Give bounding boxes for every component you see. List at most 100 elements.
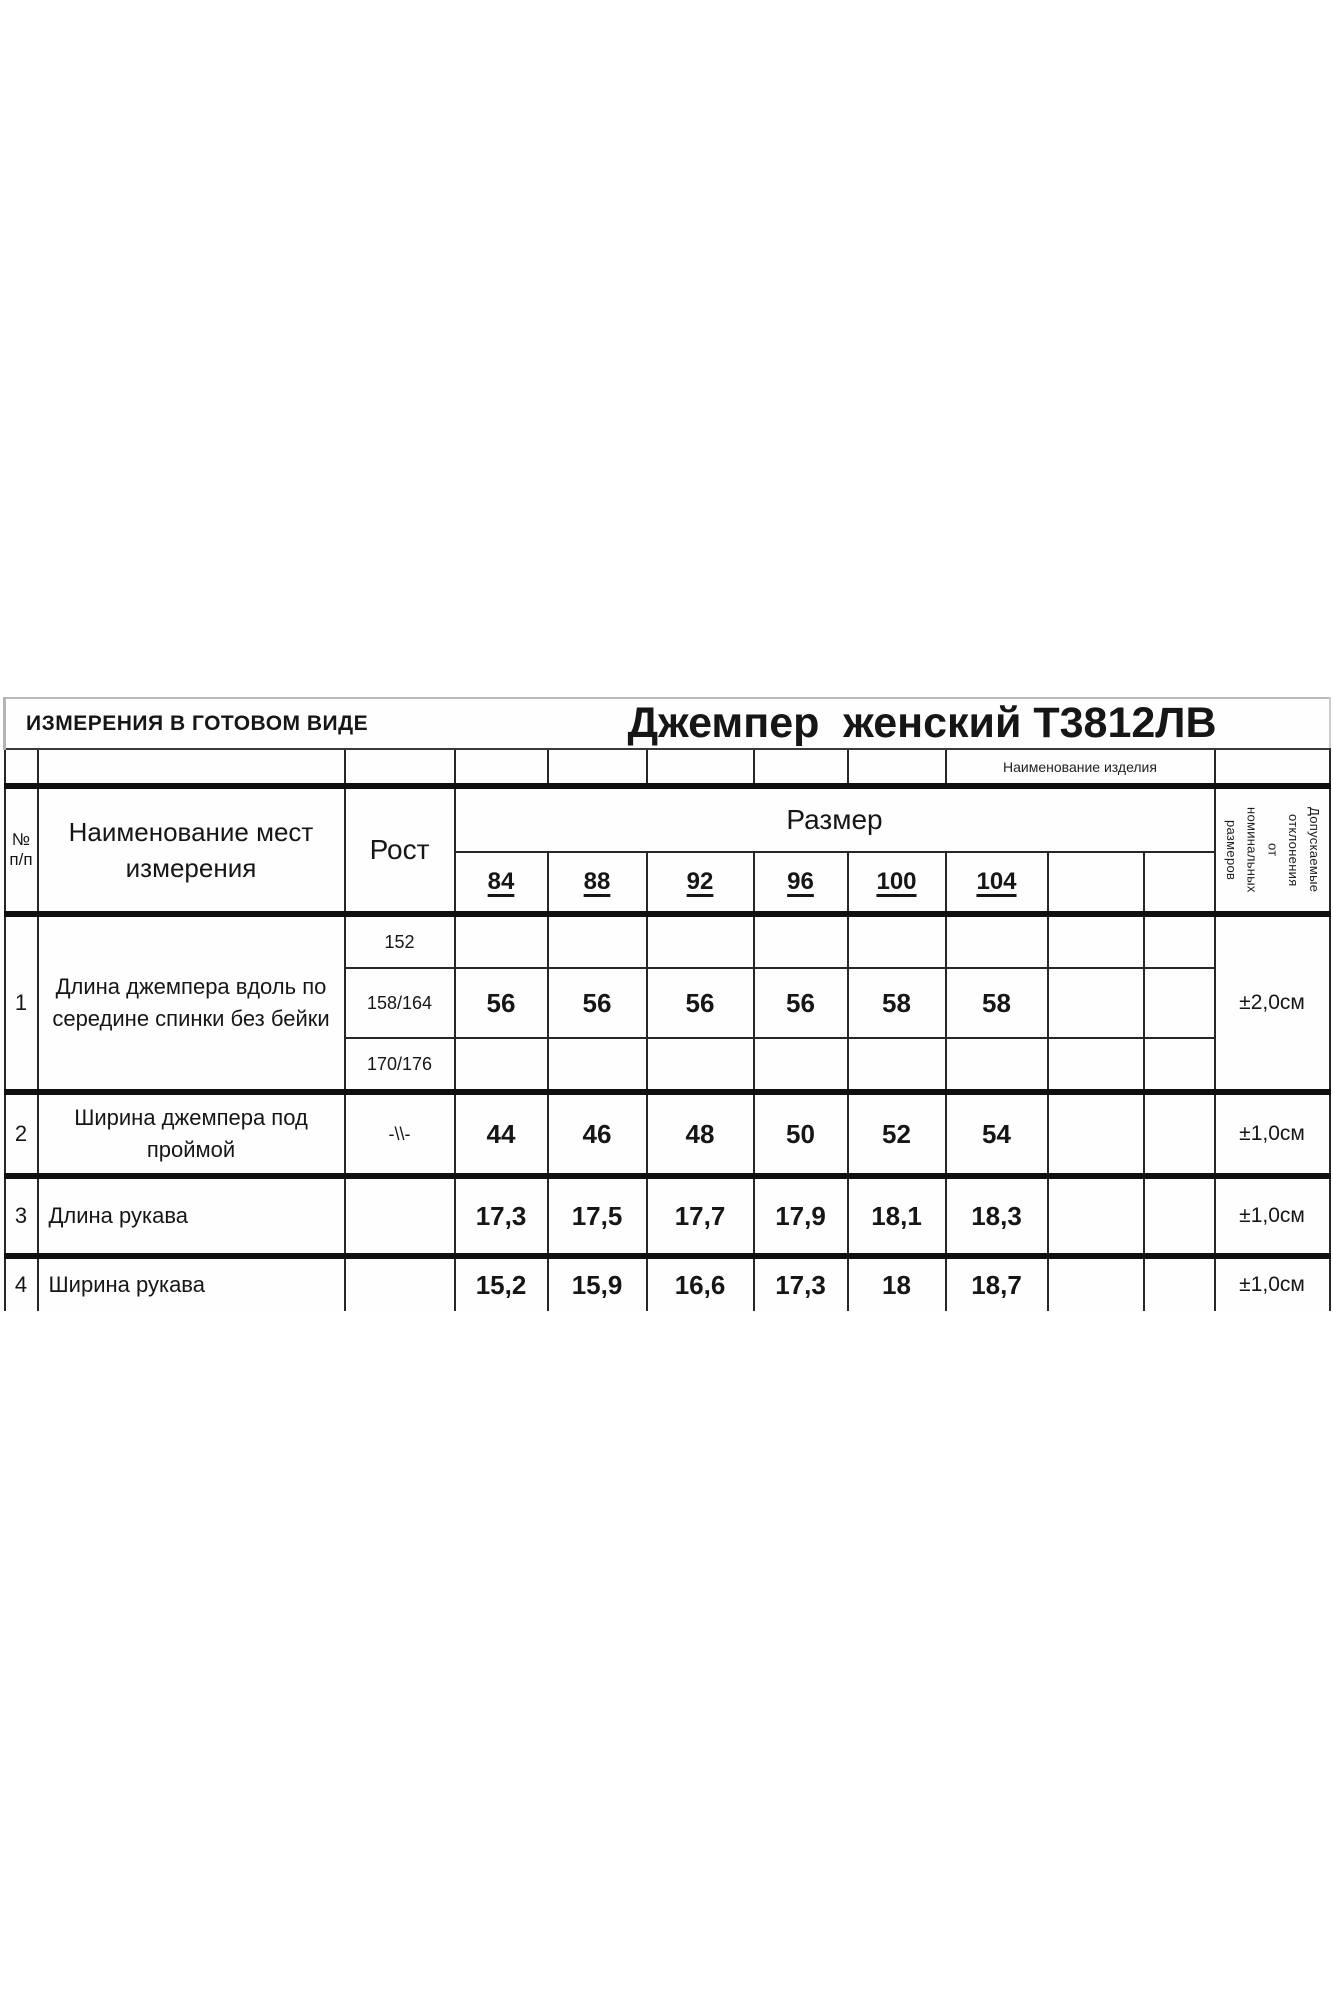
- value-cell: 15,9: [546, 1255, 648, 1311]
- value-cell: [453, 913, 549, 969]
- row-2: 2 Ширина джемпера под проймой -\\- 44 46…: [3, 1091, 1331, 1179]
- value-cell: 17,3: [752, 1255, 849, 1311]
- caption-cell-tolerance: [1213, 748, 1331, 789]
- caption-cell-places: [36, 748, 346, 789]
- caption-row: Наименование изделия: [3, 748, 1331, 789]
- value-cell: [1046, 967, 1145, 1039]
- size-col-header-empty-1: [1046, 851, 1145, 917]
- col-header-places: Наименование мест измерения: [36, 785, 346, 917]
- size-col-header-88: 88: [546, 851, 648, 917]
- row-1-sub-170-176: 170/176: [5, 1037, 1330, 1095]
- row-3-name: Длина рукава: [36, 1175, 346, 1259]
- row-1-rost-158-164: 158/164: [343, 967, 456, 1039]
- value-cell: [1046, 1037, 1145, 1095]
- caption-cell-no: [3, 748, 39, 789]
- row-2-name: Ширина джемпера под проймой: [36, 1091, 346, 1179]
- value-cell: [1142, 1037, 1216, 1095]
- row-3: 3 Длина рукава 17,3 17,5 17,7 17,9 18,1 …: [3, 1175, 1331, 1259]
- value-cell: 52: [846, 1091, 947, 1179]
- header-row-group: № п/п Наименование мест измерения Рост Р…: [3, 785, 1331, 917]
- caption-cell-88: [546, 748, 648, 789]
- caption-cell-100: [846, 748, 947, 789]
- size-label: 104: [976, 868, 1017, 895]
- value-cell: 54: [944, 1091, 1049, 1179]
- measurement-table: ИЗМЕРЕНИЯ В ГОТОВОМ ВИДЕ Джемпер женский…: [3, 697, 1331, 1311]
- row-3-rost: [343, 1175, 456, 1259]
- value-cell: 18,3: [944, 1175, 1049, 1259]
- size-col-header-empty-2: [1142, 851, 1216, 917]
- row-1-sub-152: 1 Длина джемпера вдоль по середине спинк…: [3, 913, 1331, 1095]
- col-header-tolerance: Допускаемые отклонения от номинальных ра…: [1213, 785, 1331, 917]
- value-cell: 46: [546, 1091, 648, 1179]
- value-cell: 58: [944, 967, 1049, 1039]
- size-col-header-92: 92: [645, 851, 755, 917]
- size-col-header-100: 100: [846, 851, 947, 917]
- size-label: 100: [876, 868, 917, 895]
- value-cell: [944, 913, 1049, 969]
- row-1-name: Длина джемпера вдоль по середине спинки …: [36, 913, 346, 1095]
- value-cell: [645, 1037, 755, 1095]
- value-cell: 56: [453, 967, 549, 1039]
- row-2-tolerance: ±1,0см: [1213, 1091, 1331, 1179]
- col-header-rost: Рост: [343, 785, 456, 917]
- size-col-header-104: 104: [944, 851, 1049, 917]
- value-cell: [453, 1037, 549, 1095]
- value-cell: [846, 1037, 947, 1095]
- row-4-rost: [343, 1255, 456, 1311]
- row-1-sub-158-164: 158/164 56 56 56 56 58 58: [5, 967, 1330, 1039]
- row-3-number: 3: [3, 1175, 39, 1259]
- value-cell: [1142, 967, 1216, 1039]
- size-label: 84: [487, 868, 515, 895]
- product-caption: Наименование изделия: [944, 748, 1216, 789]
- row-3-tolerance: ±1,0см: [1213, 1175, 1331, 1259]
- value-cell: [645, 913, 755, 969]
- value-cell: 50: [752, 1091, 849, 1179]
- col-header-size-group: Размер: [453, 785, 1216, 853]
- value-cell: [1142, 1255, 1216, 1311]
- row-4-tolerance: ±1,0см: [1213, 1255, 1331, 1311]
- value-cell: 48: [645, 1091, 755, 1179]
- value-cell: 15,2: [453, 1255, 549, 1311]
- size-label: 92: [686, 868, 714, 895]
- caption-cell-96: [752, 748, 849, 789]
- value-cell: [944, 1037, 1049, 1095]
- value-cell: [546, 1037, 648, 1095]
- value-cell: 56: [752, 967, 849, 1039]
- caption-cell-rost: [343, 748, 456, 789]
- caption-cell-84: [453, 748, 549, 789]
- row-1-number: 1: [3, 913, 39, 1095]
- size-label: 88: [583, 868, 611, 895]
- value-cell: 16,6: [645, 1255, 755, 1311]
- value-cell: [1046, 1255, 1145, 1311]
- title-row: ИЗМЕРЕНИЯ В ГОТОВОМ ВИДЕ Джемпер женский…: [3, 697, 1331, 750]
- size-label: 96: [787, 868, 814, 895]
- tolerance-header-vertical-text: Допускаемые отклонения от номинальных ра…: [1223, 807, 1322, 893]
- row-4-number: 4: [3, 1255, 39, 1311]
- row-1-tolerance: ±2,0см: [1213, 913, 1331, 1095]
- value-cell: 17,3: [453, 1175, 549, 1259]
- value-cell: 56: [645, 967, 755, 1039]
- sheet-title: ИЗМЕРЕНИЯ В ГОТОВОМ ВИДЕ: [26, 711, 369, 735]
- caption-cell-92: [645, 748, 755, 789]
- value-cell: [752, 1037, 849, 1095]
- value-cell: 17,5: [546, 1175, 648, 1259]
- value-cell: [846, 913, 947, 969]
- col-header-no: № п/п: [3, 785, 39, 917]
- value-cell: 18: [846, 1255, 947, 1311]
- value-cell: 44: [453, 1091, 549, 1179]
- size-col-header-96: 96: [752, 851, 849, 917]
- value-cell: 58: [846, 967, 947, 1039]
- value-cell: 56: [546, 967, 648, 1039]
- value-cell: [1142, 913, 1216, 969]
- row-1-rost-170-176: 170/176: [343, 1037, 456, 1095]
- header-row-sizes: 84 88 92 96 100 104: [5, 851, 1330, 917]
- size-col-header-84: 84: [453, 851, 549, 917]
- value-cell: 18,1: [846, 1175, 947, 1259]
- value-cell: 17,9: [752, 1175, 849, 1259]
- value-cell: [752, 913, 849, 969]
- value-cell: 17,7: [645, 1175, 755, 1259]
- row-2-rost: -\\-: [343, 1091, 456, 1179]
- value-cell: [546, 913, 648, 969]
- value-cell: [1046, 1091, 1145, 1179]
